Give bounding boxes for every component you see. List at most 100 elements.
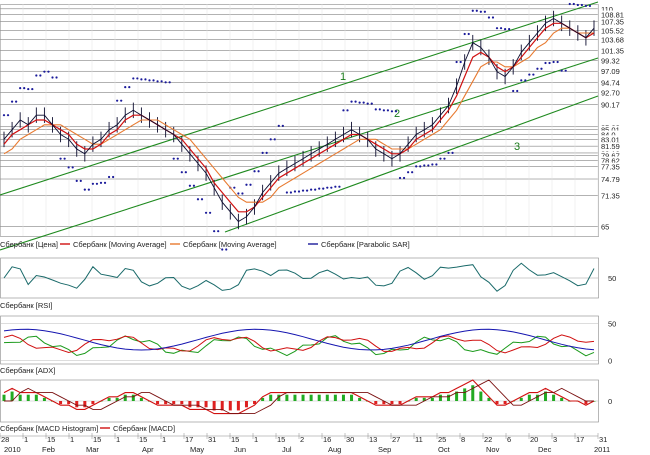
sar-dot [314,188,317,191]
x-day-label: 15 [231,435,239,444]
macd-histogram-bar [584,401,588,405]
price-y-tick-label: 97.09 [601,67,620,76]
macd-histogram-bar [244,401,248,408]
sar-dot [423,164,426,167]
x-day-label: 17 [185,435,193,444]
sar-dot [51,76,54,79]
sar-dot [132,77,135,80]
macd-histogram-bar [83,401,87,408]
macd-histogram-bar [544,391,548,401]
sar-dot [144,78,147,81]
macd-histogram-bar [430,397,434,401]
sar-dot [180,171,183,174]
macd-histogram-bar [131,394,135,401]
macd-histogram-bar [34,394,38,401]
x-month-label: 2010 [4,445,21,454]
sar-dot [435,163,438,166]
adx-plus-di-line [3,335,595,357]
price-tick-bg [599,26,629,35]
sar-dot [208,211,212,214]
sar-dot [27,87,30,91]
price-y-tick-label: 105.52 [601,26,624,35]
price-tick-bg [599,35,629,44]
macd-histogram-bar [471,385,475,401]
macd-histogram-bar [204,401,208,408]
sar-dot [310,188,313,191]
sar-dot [176,157,179,160]
price-tick-bg [599,125,629,134]
price-y-tick-label: 83.01 [601,135,620,144]
macd-histogram-bar [301,394,305,401]
price-y-tick-label: 71.35 [601,192,620,201]
sar-dot [233,186,236,189]
sar-dot [71,166,74,169]
sar-dot [443,157,446,160]
sar-dot [10,100,14,103]
macd-histogram-bar [519,397,523,401]
x-day-label: 28 [1,435,9,444]
sar-dot [471,9,474,12]
channel-line-2 [0,57,599,251]
macd-y-tick-label: 0 [608,397,612,406]
x-day-label: 11 [415,435,423,444]
sar-dot [6,114,10,117]
sar-dot [152,79,155,82]
price-tick-bg [599,142,629,151]
sar-dot [451,151,454,154]
price-tick-bg [599,175,629,184]
sar-dot [59,157,62,160]
sar-dot [415,165,418,168]
macd-histogram-bar [123,394,127,401]
macd-histogram-bar [309,394,313,401]
sar-dot [293,190,297,193]
sar-dot [289,191,293,194]
x-month-label: May [190,445,204,454]
macd-histogram-bar [196,401,200,408]
sar-dot [499,27,503,30]
adx-y-tick-label: 0 [608,356,612,365]
macd-histogram-bar [447,394,451,401]
sar-dot [47,70,50,73]
sar-dot [459,60,462,64]
sar-dot [217,230,220,233]
x-month-label: Mar [86,445,99,454]
sar-dot [322,187,325,190]
macd-histogram-bar [358,397,362,401]
sar-dot [19,87,22,90]
macd-histogram-bar [220,401,224,411]
sar-dot [439,157,442,160]
sar-dot [378,108,381,111]
sar-dot [91,182,95,185]
sar-dot [95,182,99,185]
macd-histogram-bar [212,401,216,411]
channel-label-3: 3 [514,141,520,153]
sar-dot [124,86,127,89]
macd-histogram-bar [164,401,168,405]
macd-histogram-bar [414,397,418,401]
sar-dot [67,166,70,169]
sar-dot [479,10,482,13]
sar-dot [540,67,543,70]
sar-dot [330,186,333,189]
sar-dot [15,100,18,103]
sar-dot [277,124,280,127]
x-day-label: 15 [139,435,147,444]
price-y-tick-label: 99.32 [601,56,620,65]
sar-dot [257,170,260,173]
sar-dot [281,124,284,127]
sar-dot [548,61,551,65]
price-tick-bg [599,88,629,97]
x-month-label: 2011 [594,445,610,454]
sar-dot [483,10,486,13]
sar-dot [103,181,107,184]
macd-histogram-bar [236,401,240,411]
sar-dot [148,79,151,82]
macd-histogram-bar [2,394,6,401]
sar-dot [160,80,163,83]
x-day-label: 3 [553,435,557,444]
sar-dot [346,109,349,112]
macd-histogram-bar [172,401,176,405]
x-month-label: Apr [142,445,154,454]
rsi-panel: 50 Сбербанк [RSI] [0,257,616,310]
